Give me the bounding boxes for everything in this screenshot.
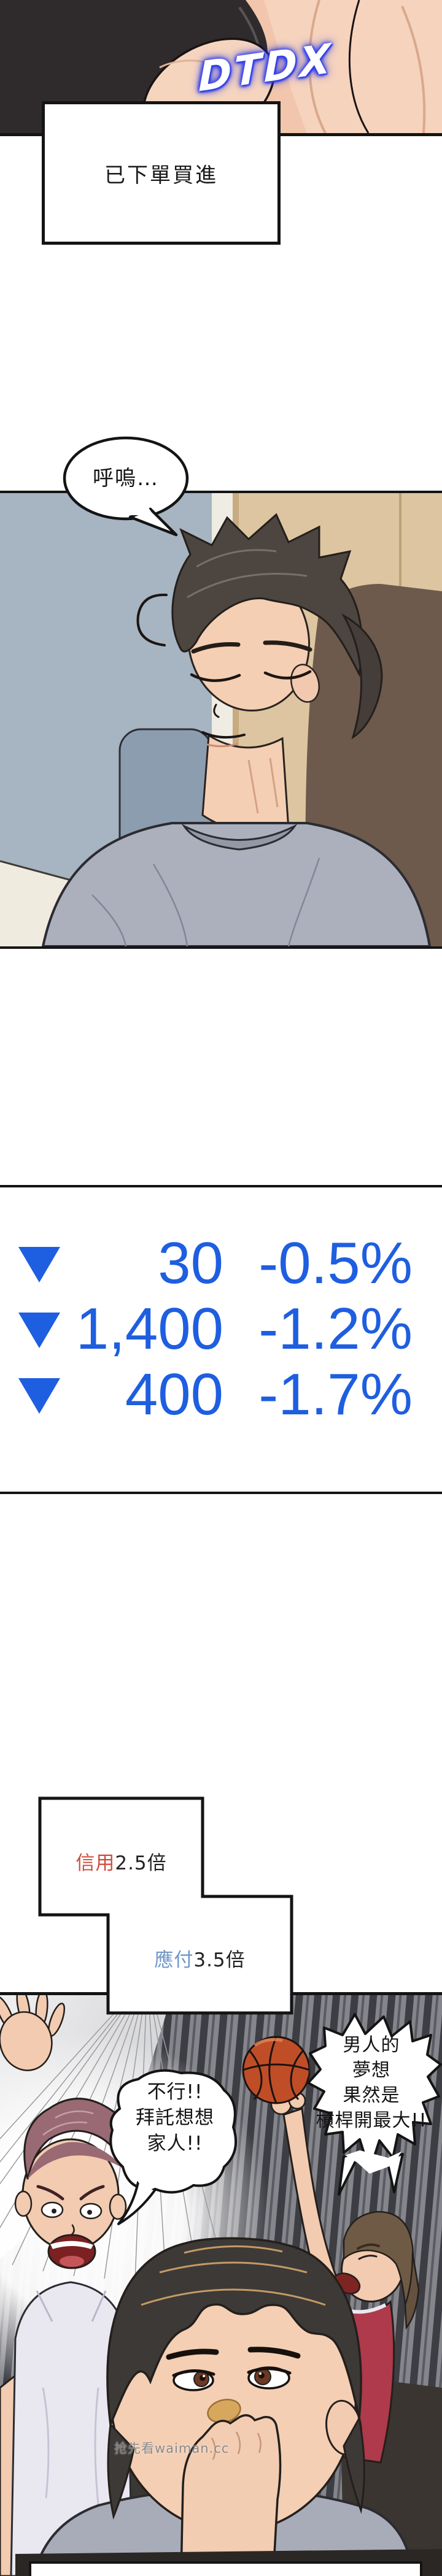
down-triangle-icon [18, 1378, 60, 1414]
down-triangle-icon [18, 1313, 60, 1348]
ticker-row: 400 -1.7% [0, 1363, 442, 1429]
bubble-line: 男人的 [343, 2034, 400, 2056]
credit-label: 信用 [76, 1852, 115, 1874]
bubble-line: 果然是 [343, 2085, 400, 2106]
burst-bubble-text: 男人的 夢想 果然是 槓桿開最大!! [307, 2033, 436, 2133]
sigh-bubble-shape [63, 436, 189, 537]
maroon-hair-player [0, 1987, 133, 2576]
ticker-top-border [0, 1185, 442, 1187]
payable-label: 應付 [154, 1949, 194, 1971]
protest-bubble-shape [109, 2069, 238, 2225]
ticker-value: 1,400 [76, 1296, 223, 1362]
basketball [242, 2036, 311, 2104]
burst-speech-bubble: 男人的 夢想 果然是 槓桿開最大!! [301, 2011, 442, 2201]
ticker-change: -1.2% [258, 1296, 413, 1362]
sleeping-man-art [0, 493, 442, 948]
order-dialog-box: 已下單買進 [42, 101, 281, 245]
leverage-box-shape [38, 1796, 293, 2015]
bubble-line: 家人!! [147, 2133, 203, 2155]
ticker-bottom-border [0, 1492, 442, 1494]
ticker-row: 30 -0.5% [0, 1232, 442, 1298]
watermark-text: 抢先看waiman.cc [114, 2441, 230, 2456]
down-triangle-icon [18, 1247, 60, 1282]
payable-leverage-label: 應付3.5倍 [108, 1944, 292, 1972]
bubble-line: 槓桿開最大!! [316, 2110, 427, 2131]
credit-value: 2.5倍 [115, 1852, 167, 1874]
credit-leverage-label: 信用2.5倍 [40, 1847, 203, 1875]
stock-ticker-section: 30 -0.5% 1,400 -1.2% 400 -1.7% [0, 1185, 442, 1494]
sigh-bubble-text: 呼嗚… [93, 466, 159, 491]
order-dialog-text: 已下單買進 [104, 163, 218, 188]
payable-value: 3.5倍 [193, 1949, 246, 1971]
ticker-change: -0.5% [258, 1230, 413, 1296]
panel-sleeping-man [0, 491, 442, 949]
sigh-speech-bubble: 呼嗚… [61, 423, 196, 546]
ticker-value: 30 [158, 1230, 223, 1296]
next-dialog-box [29, 2561, 422, 2576]
protest-speech-bubble: 不行!! 拜託想想 家人!! [101, 2066, 242, 2231]
front-watcher [32, 2237, 414, 2576]
bubble-line: 拜託想想 [136, 2107, 214, 2129]
ticker-change: -1.7% [258, 1362, 413, 1427]
ticker-row: 1,400 -1.2% [0, 1297, 442, 1363]
ticker-value: 400 [125, 1362, 223, 1427]
bubble-line: 夢想 [352, 2060, 390, 2081]
burst-bubble-shape [307, 2013, 442, 2196]
bubble-line: 不行!! [147, 2081, 203, 2103]
protest-bubble-text: 不行!! 拜託想想 家人!! [110, 2079, 239, 2156]
leverage-info-boxes: 信用2.5倍 應付3.5倍 [0, 1791, 442, 2024]
